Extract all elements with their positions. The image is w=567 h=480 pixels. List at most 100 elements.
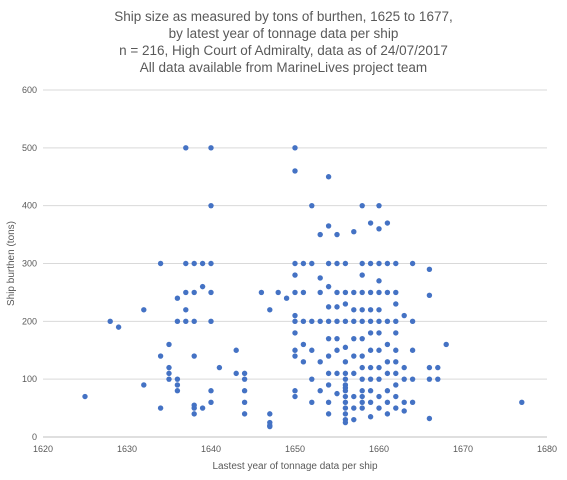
data-point (367, 414, 374, 420)
data-point (183, 289, 189, 296)
data-point (367, 388, 374, 394)
data-point (367, 376, 374, 382)
data-point (174, 295, 181, 301)
data-point (325, 370, 332, 377)
data-point (199, 260, 206, 267)
data-point (393, 382, 399, 388)
data-point (334, 304, 340, 310)
data-point (401, 399, 407, 405)
data-point (367, 330, 374, 336)
data-point (292, 347, 298, 353)
data-point (359, 318, 365, 325)
data-point (376, 226, 382, 232)
data-point (309, 202, 315, 209)
data-point (292, 312, 298, 319)
data-point (334, 335, 340, 342)
data-point (393, 347, 399, 353)
data-point (317, 388, 323, 394)
data-point (199, 283, 206, 290)
data-point (183, 307, 189, 313)
data-point (351, 307, 357, 313)
data-point (359, 335, 365, 342)
data-point (166, 341, 172, 348)
data-point (393, 318, 399, 325)
data-point (191, 318, 197, 325)
y-tick-label: 500 (22, 143, 37, 153)
data-point (233, 370, 239, 377)
data-point (325, 335, 332, 342)
data-point (317, 318, 323, 325)
data-point (384, 341, 391, 348)
data-point (208, 388, 214, 394)
data-point (325, 382, 332, 388)
data-point (174, 388, 181, 394)
data-point (393, 260, 399, 267)
data-point (300, 260, 307, 267)
data-point (384, 318, 391, 325)
data-point (325, 223, 332, 229)
data-point (342, 419, 349, 426)
data-point (166, 364, 172, 371)
data-point (208, 145, 214, 151)
data-point (82, 393, 88, 400)
data-point (317, 231, 323, 238)
data-point (376, 278, 382, 284)
data-point (334, 260, 340, 267)
x-axis-title: Lastest year of tonnage data per ship (212, 461, 378, 472)
data-point (292, 145, 298, 151)
data-point (208, 399, 214, 405)
data-point (157, 353, 164, 359)
data-point (393, 301, 399, 307)
x-tick-label: 1630 (117, 444, 137, 454)
data-point (376, 330, 382, 336)
data-point (519, 399, 525, 405)
y-tick-label: 0 (32, 432, 37, 442)
y-axis-ticks: 0 100 200 300 400 500 600 (22, 85, 37, 442)
x-tick-label: 1680 (537, 444, 557, 454)
data-point (359, 202, 365, 209)
data-point (384, 399, 391, 405)
data-point (309, 376, 315, 382)
chart-title-line-4: All data available from MarineLives proj… (139, 60, 428, 75)
data-point (359, 393, 365, 400)
data-point (342, 376, 349, 382)
data-point (267, 411, 273, 417)
data-point (317, 359, 323, 365)
x-tick-label: 1620 (33, 444, 53, 454)
data-point (426, 364, 433, 371)
data-point (183, 145, 189, 151)
data-point (359, 399, 365, 405)
data-point (376, 318, 382, 325)
data-point (359, 376, 365, 382)
data-point (393, 359, 399, 365)
data-point (191, 353, 197, 359)
data-point (384, 370, 391, 377)
data-point (351, 289, 357, 296)
data-point (292, 289, 298, 296)
data-point (342, 411, 349, 417)
data-point (401, 364, 407, 371)
data-point (241, 370, 248, 377)
data-point (191, 289, 197, 296)
data-point (208, 289, 214, 296)
data-point (376, 347, 382, 353)
data-point (309, 347, 315, 353)
data-point (351, 318, 357, 325)
data-point (359, 307, 365, 313)
data-point (409, 318, 416, 325)
data-point (351, 353, 357, 359)
data-point (393, 370, 399, 377)
data-point (367, 347, 374, 353)
data-point (300, 289, 307, 296)
data-point (141, 307, 147, 313)
y-tick-label: 300 (22, 259, 37, 269)
data-point (166, 370, 172, 377)
data-point (351, 393, 357, 400)
data-point (359, 353, 365, 359)
data-point (183, 260, 189, 267)
data-point (292, 330, 298, 336)
data-point (334, 231, 340, 238)
data-point (141, 382, 147, 388)
